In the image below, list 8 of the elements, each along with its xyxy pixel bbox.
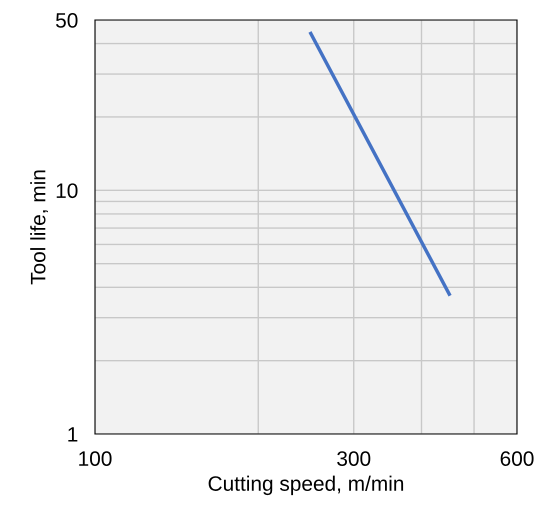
y-tick-label: 10 [56,183,78,198]
y-tick-label: 50 [56,13,78,28]
x-tick-label: 100 [79,451,112,466]
x-axis-title: Cutting speed, m/min [208,476,404,496]
y-axis-title: Tool life, min [30,170,48,284]
y-tick-label: 1 [68,427,78,442]
x-tick-label: 600 [500,451,534,466]
x-tick-label: 300 [337,451,370,466]
